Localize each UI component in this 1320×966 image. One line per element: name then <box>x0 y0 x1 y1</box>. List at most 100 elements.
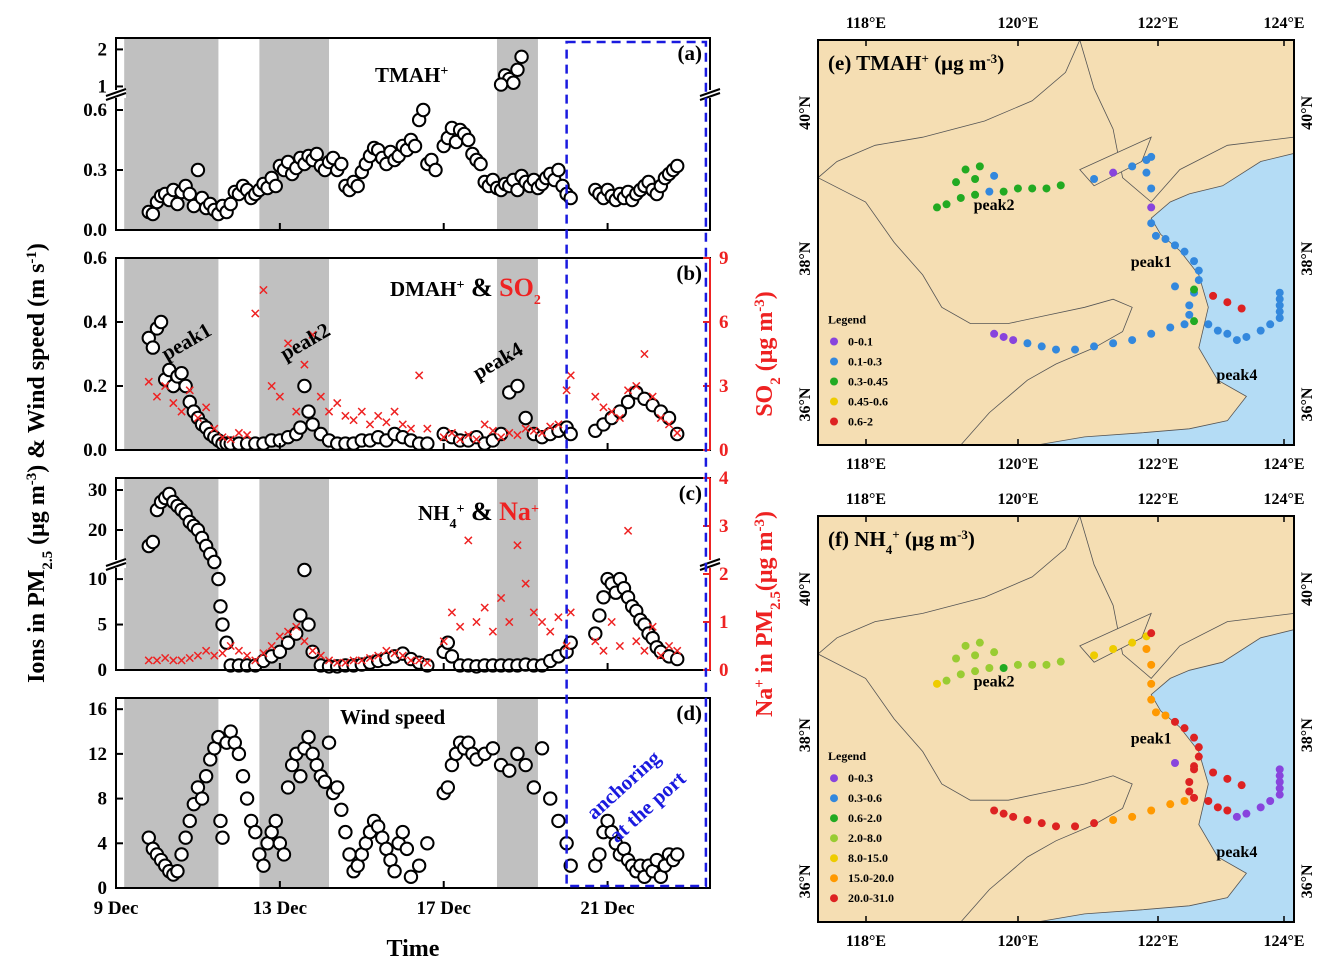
so2-or-na-point <box>333 398 342 408</box>
data-point <box>661 410 677 426</box>
track-point <box>1161 711 1170 720</box>
legend-label: 20.0-31.0 <box>848 891 894 905</box>
panel-title-part: Na <box>499 497 531 526</box>
so2-or-na-point <box>292 622 301 631</box>
track-point <box>1042 184 1051 193</box>
data-point <box>198 769 214 784</box>
data-point <box>317 774 333 790</box>
so2-or-na-point <box>275 632 284 641</box>
track-point <box>985 187 994 196</box>
track-point <box>1213 803 1222 812</box>
data-point <box>551 813 566 829</box>
y-tick-label: 0.0 <box>83 220 107 241</box>
right-y-axis-title-so2-part: (μg m <box>752 312 778 378</box>
lon-tick-label: 122°E <box>1137 491 1178 508</box>
data-point <box>461 132 476 148</box>
track-point <box>1275 307 1284 316</box>
lat-tick-label: 36°N <box>1299 864 1316 898</box>
right-y-axis-title-na-part: 2.5 <box>768 591 784 610</box>
legend-title: Legend <box>828 749 866 763</box>
right-y-axis-title-na: Na+ in PM2.5(μg m-3) <box>752 511 784 717</box>
so2-or-na-point <box>251 656 260 665</box>
data-point <box>231 746 247 762</box>
map-title-part: (μg m <box>900 527 958 551</box>
left-y-axis-title-part: ) & Wind speed (m s <box>24 264 50 473</box>
so2-or-na-point <box>349 416 358 425</box>
so2-or-na-point <box>505 617 514 627</box>
so2-or-na-point <box>283 627 293 636</box>
data-point <box>170 196 185 212</box>
left-y-axis-title-part: Ions in PM <box>24 570 50 683</box>
so2-or-na-point <box>185 653 194 663</box>
data-point <box>248 824 263 840</box>
track-point <box>952 654 961 663</box>
track-point <box>1109 816 1118 825</box>
track-point <box>1009 812 1018 821</box>
panel-title-part: NH <box>418 501 450 525</box>
so2-or-na-point <box>406 656 416 665</box>
y-tick-label: 8 <box>98 789 108 810</box>
track-point <box>1266 797 1275 806</box>
so2-or-na-point <box>480 603 489 612</box>
legend-label: 0.45-0.6 <box>848 395 888 409</box>
y-tick-label: 16 <box>88 699 107 720</box>
so2-or-na-point <box>673 428 682 438</box>
so2-or-na-point <box>439 433 448 442</box>
map-panel-f: 118°E 118°E 120°E 120°E 122°E 122°E 124°E 124°E… <box>797 491 1316 950</box>
so2-or-na-point <box>259 285 268 295</box>
so2-or-na-point <box>447 608 457 617</box>
shaded-period <box>259 258 330 450</box>
track-point <box>971 174 980 183</box>
right-y-axis-title-na-part: ) <box>752 511 778 519</box>
x-axis-title: Time <box>387 936 440 962</box>
so2-or-na-point <box>218 433 227 442</box>
so2-or-na-point <box>382 418 391 427</box>
map-frame <box>817 39 1295 446</box>
so2-or-na-point <box>234 646 244 655</box>
data-point <box>301 404 316 419</box>
so2-or-na-point <box>640 646 649 655</box>
track-point <box>1223 298 1232 307</box>
track-point <box>1275 771 1284 780</box>
so2-or-na-point <box>144 377 153 386</box>
axis-break-gap <box>700 560 720 568</box>
so2-or-na-point <box>566 608 575 617</box>
data-point <box>444 649 460 664</box>
data-point <box>215 830 230 845</box>
right-y-axis-title-na-part: (μg m <box>752 531 778 591</box>
axis-break-mark <box>699 558 721 571</box>
data-point <box>407 138 423 154</box>
track-point <box>1194 266 1203 275</box>
so2-or-na-point <box>464 430 473 440</box>
panel-title-part: SO <box>499 273 534 302</box>
track-point <box>1013 184 1022 193</box>
axis-break-mark <box>105 558 127 571</box>
so2-or-na-point <box>632 637 641 646</box>
track-point <box>1180 797 1189 806</box>
legend-label: 15.0-20.0 <box>848 871 894 885</box>
legend-label: 0.3-0.45 <box>848 375 888 389</box>
so2-or-na-point <box>316 392 325 401</box>
track-point <box>1071 345 1080 354</box>
right-y-tick-label: 2 <box>719 564 729 585</box>
so2-or-na-point <box>316 651 325 660</box>
data-point <box>153 314 169 330</box>
data-point <box>207 554 222 570</box>
track-point <box>1147 219 1156 228</box>
data-point <box>420 658 435 673</box>
so2-or-na-point <box>144 656 153 665</box>
map-peak-label: peak2 <box>974 674 1015 691</box>
lat-tick-label: 40°N <box>1299 572 1316 606</box>
so2-or-na-point <box>599 403 608 412</box>
data-point <box>551 162 566 178</box>
track-point <box>1147 660 1156 669</box>
land-north <box>817 515 1081 655</box>
track-point <box>956 193 965 202</box>
so2-or-na-point <box>415 371 424 380</box>
data-point <box>420 836 435 851</box>
so2-or-na-point <box>615 413 625 423</box>
data-point <box>493 77 509 92</box>
right-y-axis-title-na-part: in PM <box>752 610 778 679</box>
shaded-period <box>124 478 219 670</box>
data-point <box>213 813 228 829</box>
